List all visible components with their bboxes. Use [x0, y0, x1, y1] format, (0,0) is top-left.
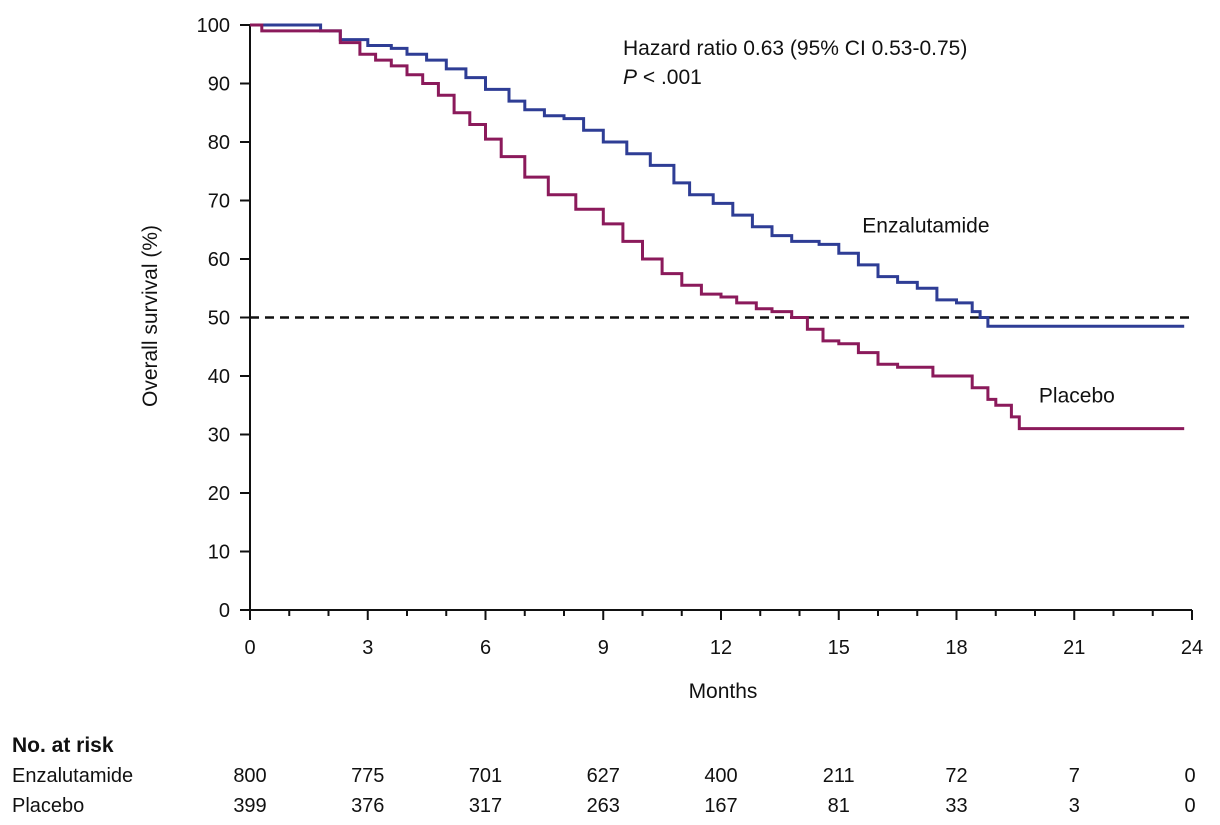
x-tick-label: 24	[1181, 637, 1203, 659]
risk-value: 3	[1069, 795, 1080, 817]
x-tick-label: 3	[362, 637, 373, 659]
y-tick-label: 20	[208, 483, 230, 505]
x-tick-label: 12	[710, 637, 732, 659]
y-tick-label: 70	[208, 191, 230, 213]
risk-value: 263	[587, 795, 620, 817]
series-label: Enzalutamide	[862, 215, 989, 238]
risk-value: 376	[351, 795, 384, 817]
risk-table-title: No. at risk	[12, 734, 114, 757]
risk-value: 72	[945, 765, 967, 787]
x-tick-label: 0	[244, 637, 255, 659]
x-tick-label: 21	[1063, 637, 1085, 659]
x-tick-label: 18	[945, 637, 967, 659]
y-tick-label: 80	[208, 132, 230, 154]
risk-value: 7	[1069, 765, 1080, 787]
risk-value: 33	[945, 795, 967, 817]
y-tick-label: 10	[208, 542, 230, 564]
risk-value: 211	[823, 765, 855, 787]
chart-labels: Overall survival (%) Months Hazard ratio…	[139, 15, 1203, 703]
y-axis-label: Overall survival (%)	[139, 225, 162, 407]
hazard-ratio-annotation: Hazard ratio 0.63 (95% CI 0.53-0.75)	[623, 37, 967, 60]
risk-value: 627	[587, 765, 620, 787]
x-tick-label: 6	[480, 637, 491, 659]
x-tick-label: 9	[598, 637, 609, 659]
risk-row-label: Enzalutamide	[12, 765, 133, 787]
y-tick-label: 90	[208, 74, 230, 96]
y-tick-label: 40	[208, 366, 230, 388]
risk-value: 0	[1184, 765, 1195, 787]
series-line-enzalutamide	[250, 23, 1185, 328]
risk-table: No. at risk Enzalutamide 800 775 701 627 400 2…	[12, 734, 1196, 817]
risk-value: 167	[704, 795, 737, 817]
risk-value: 775	[351, 765, 384, 787]
y-tick-label: 50	[208, 308, 230, 330]
risk-value: 317	[469, 795, 502, 817]
y-tick-label: 0	[219, 600, 230, 622]
risk-value: 800	[233, 765, 266, 787]
y-tick-label: 100	[197, 15, 230, 37]
p-value: < .001	[637, 66, 702, 89]
risk-value: 701	[469, 765, 502, 787]
risk-value: 0	[1184, 795, 1195, 817]
y-tick-label: 60	[208, 249, 230, 271]
x-tick-label: 15	[828, 637, 850, 659]
risk-row-label: Placebo	[12, 795, 84, 817]
p-letter: P	[623, 66, 637, 89]
y-tick-label: 30	[208, 425, 230, 447]
x-axis-label: Months	[689, 680, 758, 703]
p-value-annotation: P < .001	[623, 66, 702, 89]
survival-curves	[250, 23, 1185, 431]
risk-value: 400	[704, 765, 737, 787]
series-line-placebo	[250, 23, 1185, 431]
series-label: Placebo	[1039, 384, 1115, 407]
tick-marks	[240, 24, 1193, 620]
risk-value: 399	[233, 795, 266, 817]
risk-value: 81	[828, 795, 850, 817]
